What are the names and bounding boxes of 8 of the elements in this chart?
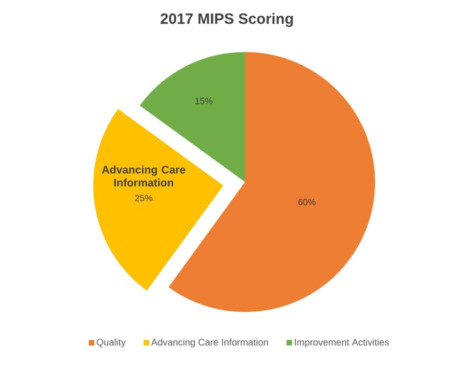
chart-title: 2017 MIPS Scoring xyxy=(160,12,293,27)
legend-label: Advancing Care Information xyxy=(151,338,268,348)
data-label: 60% xyxy=(298,198,316,206)
data-label: 15% xyxy=(195,98,212,104)
legend-label: Improvement Activities xyxy=(294,338,389,348)
text: Advancing Care Information xyxy=(102,166,186,187)
data-label: 25% xyxy=(135,194,152,202)
legend-label: Quality xyxy=(96,338,126,348)
